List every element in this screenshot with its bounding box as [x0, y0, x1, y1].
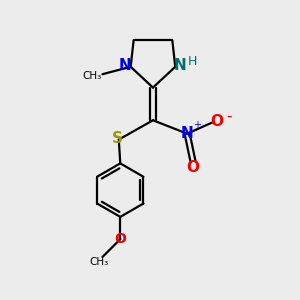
Text: O: O	[114, 232, 126, 246]
Text: N: N	[181, 126, 194, 141]
Text: CH₃: CH₃	[82, 71, 102, 81]
Text: O: O	[187, 160, 200, 175]
Text: H: H	[188, 55, 197, 68]
Text: O: O	[210, 114, 224, 129]
Text: +: +	[193, 120, 201, 130]
Text: N: N	[173, 58, 186, 73]
Text: S: S	[112, 130, 123, 146]
Text: N: N	[119, 58, 132, 73]
Text: -: -	[226, 109, 232, 124]
Text: CH₃: CH₃	[89, 257, 109, 267]
